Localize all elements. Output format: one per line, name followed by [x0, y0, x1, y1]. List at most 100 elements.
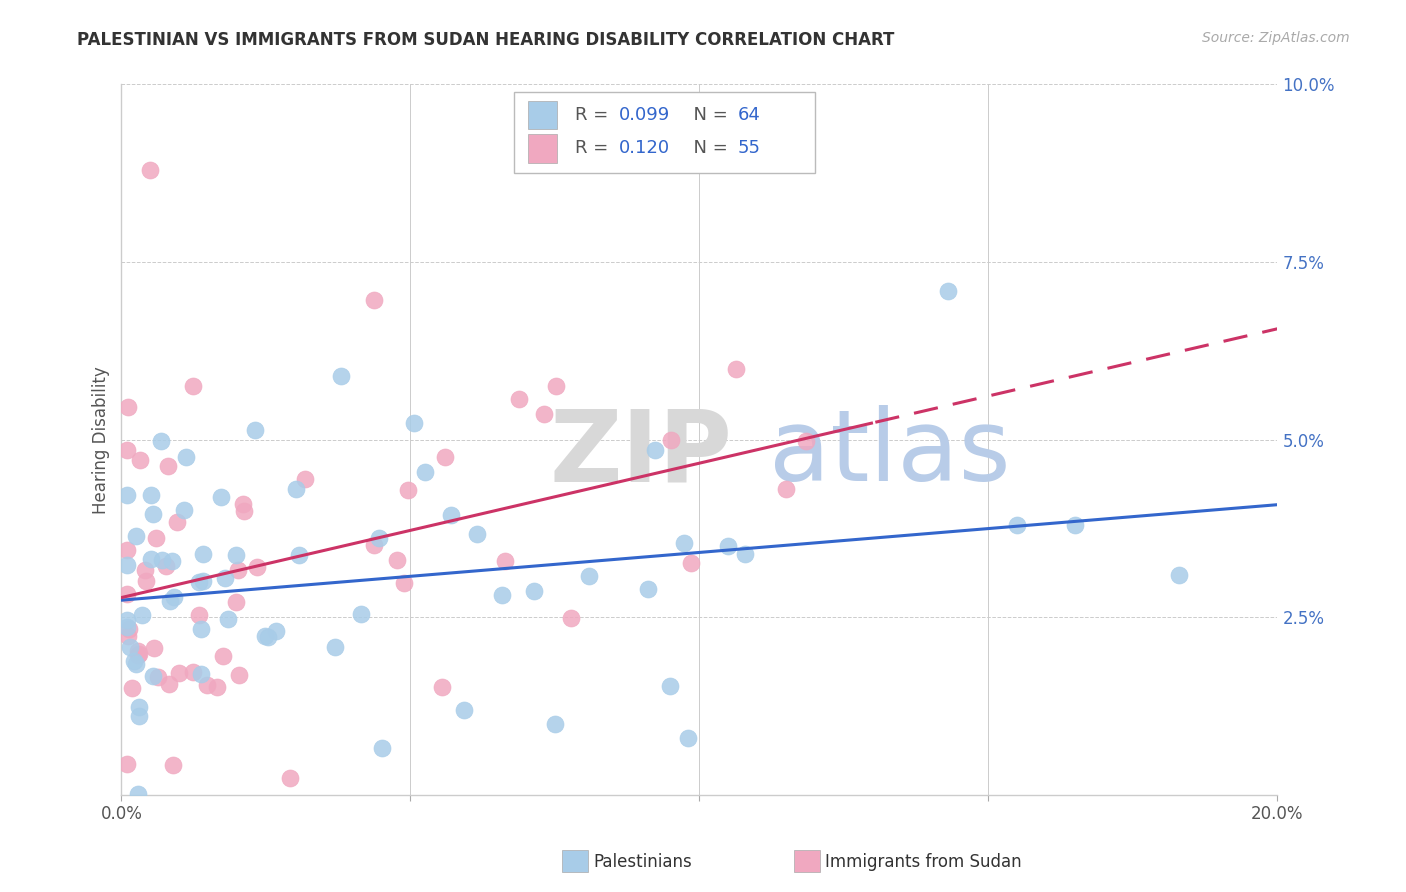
Point — [1064, 518, 1087, 533]
Point — [495, 554, 517, 568]
Point — [115, 558, 138, 572]
Point — [637, 582, 659, 596]
Point — [117, 622, 139, 636]
Point — [578, 569, 600, 583]
Point — [508, 392, 530, 406]
Point — [139, 162, 162, 177]
Point — [658, 679, 681, 693]
Point — [775, 483, 797, 497]
Point — [644, 442, 666, 457]
Point — [225, 595, 247, 609]
Point — [533, 407, 555, 421]
Point — [188, 574, 211, 589]
Point — [330, 368, 353, 383]
Point — [363, 539, 385, 553]
Point — [160, 553, 183, 567]
Point — [228, 668, 250, 682]
Point — [440, 508, 463, 522]
Point — [214, 572, 236, 586]
Point — [135, 574, 157, 588]
Point — [243, 423, 266, 437]
Point — [155, 559, 177, 574]
Point — [115, 756, 138, 771]
Point — [159, 593, 181, 607]
Point — [193, 547, 215, 561]
Point — [142, 508, 165, 522]
Point — [392, 576, 415, 591]
Point — [128, 699, 150, 714]
Text: ZIP: ZIP — [550, 406, 733, 502]
Point — [125, 657, 148, 672]
Point — [226, 563, 249, 577]
Text: Palestinians: Palestinians — [593, 853, 692, 871]
Point — [294, 472, 316, 486]
Point — [232, 504, 254, 518]
Point — [145, 531, 167, 545]
Point — [453, 704, 475, 718]
Point — [142, 668, 165, 682]
Point — [673, 536, 696, 550]
Point — [148, 670, 170, 684]
Point — [209, 491, 232, 505]
Point — [278, 771, 301, 785]
Point — [181, 379, 204, 393]
Point — [284, 482, 307, 496]
Text: 0.120: 0.120 — [619, 139, 669, 157]
Point — [191, 574, 214, 589]
Point — [676, 731, 699, 746]
Point — [323, 640, 346, 655]
Text: 64: 64 — [738, 106, 761, 124]
Point — [725, 361, 748, 376]
Point — [157, 677, 180, 691]
Point — [127, 644, 149, 658]
Point — [288, 548, 311, 562]
Point — [183, 665, 205, 679]
Point — [544, 717, 567, 731]
Point — [187, 607, 209, 622]
Point — [156, 458, 179, 473]
Point — [166, 515, 188, 529]
Point — [1168, 568, 1191, 582]
Point — [121, 681, 143, 696]
Point — [1007, 518, 1029, 533]
Point — [120, 640, 142, 655]
Point — [205, 680, 228, 694]
Point — [128, 647, 150, 661]
Text: N =: N = — [682, 106, 734, 124]
Point — [413, 465, 436, 479]
Point — [491, 588, 513, 602]
Point — [190, 622, 212, 636]
Point — [127, 648, 149, 662]
Point — [174, 450, 197, 464]
Point — [363, 293, 385, 308]
Point — [115, 620, 138, 634]
Point — [434, 450, 457, 465]
Point — [131, 607, 153, 622]
Point — [231, 497, 253, 511]
Point — [253, 629, 276, 643]
Text: N =: N = — [682, 139, 734, 157]
Point — [257, 630, 280, 644]
Point — [402, 416, 425, 430]
Point — [350, 607, 373, 621]
Point — [190, 667, 212, 681]
Point — [246, 560, 269, 574]
Point — [117, 629, 139, 643]
Text: 0.099: 0.099 — [619, 106, 669, 124]
Point — [115, 488, 138, 502]
Point — [385, 553, 408, 567]
Point — [794, 434, 817, 448]
Text: Source: ZipAtlas.com: Source: ZipAtlas.com — [1202, 31, 1350, 45]
Point — [734, 547, 756, 561]
Point — [225, 548, 247, 562]
Point — [141, 552, 163, 566]
Point — [717, 539, 740, 553]
FancyBboxPatch shape — [529, 134, 557, 162]
FancyBboxPatch shape — [515, 92, 815, 173]
Point — [560, 611, 582, 625]
Point — [169, 665, 191, 680]
Point — [134, 563, 156, 577]
Text: atlas: atlas — [769, 406, 1011, 502]
Point — [173, 503, 195, 517]
Text: PALESTINIAN VS IMMIGRANTS FROM SUDAN HEARING DISABILITY CORRELATION CHART: PALESTINIAN VS IMMIGRANTS FROM SUDAN HEA… — [77, 31, 894, 49]
